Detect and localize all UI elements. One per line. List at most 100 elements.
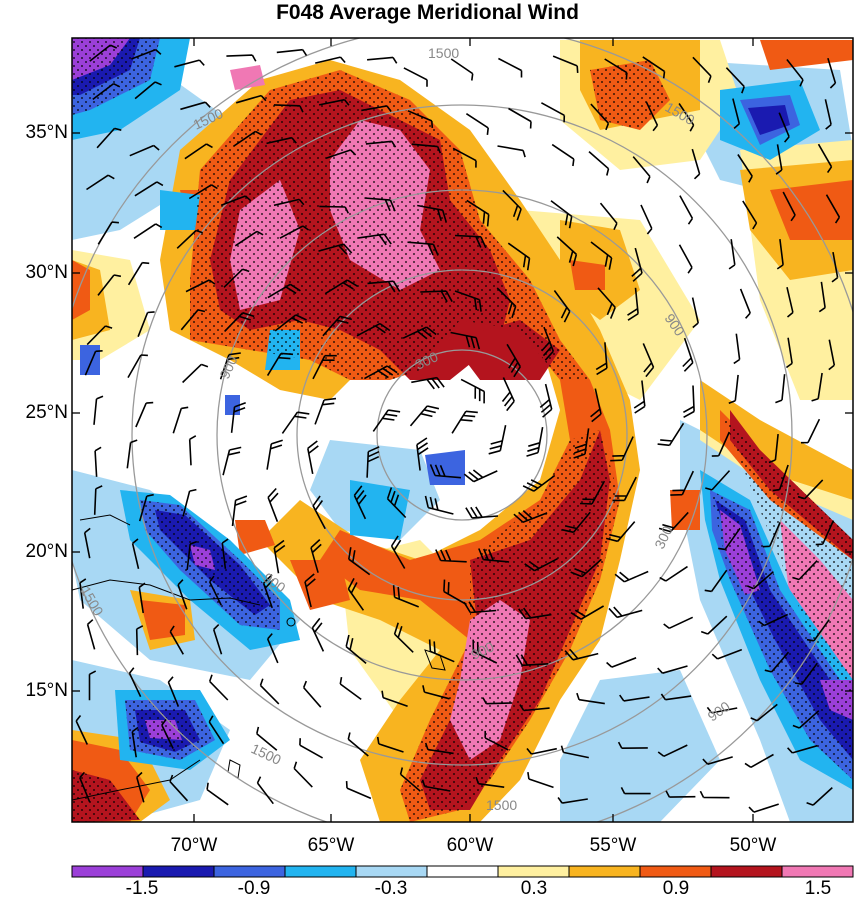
wind-barb bbox=[631, 247, 643, 282]
wind-barb bbox=[347, 732, 369, 757]
wind-barb bbox=[692, 56, 712, 83]
wind-barb bbox=[273, 539, 286, 574]
wind-barb bbox=[267, 283, 301, 299]
wind-barb bbox=[657, 665, 688, 674]
wind-barb bbox=[450, 58, 474, 81]
lon-label: 50°W bbox=[729, 835, 777, 856]
wind-barb bbox=[83, 527, 91, 559]
redorange-region bbox=[235, 520, 275, 555]
wind-barb bbox=[212, 624, 223, 655]
wind-barb bbox=[778, 112, 790, 143]
wind-barb bbox=[762, 522, 781, 548]
wind-barb bbox=[443, 579, 467, 606]
wind-barb bbox=[184, 143, 213, 160]
wind-barb bbox=[386, 487, 407, 519]
wind-barb bbox=[518, 607, 552, 620]
wind-barb bbox=[670, 470, 695, 496]
wind-barb bbox=[266, 439, 283, 470]
wind-barb bbox=[827, 57, 837, 89]
wind-barb bbox=[460, 378, 485, 404]
wind-barb bbox=[658, 511, 689, 533]
wind-barb bbox=[824, 99, 832, 130]
wind-barb bbox=[541, 102, 566, 123]
wind-barb bbox=[454, 234, 487, 249]
wind-barb bbox=[604, 58, 628, 80]
wind-barb bbox=[620, 787, 651, 795]
colorbar-label: -1.5 bbox=[125, 878, 159, 899]
wind-barb bbox=[392, 585, 419, 608]
wind-barb bbox=[737, 154, 753, 183]
wind-barb bbox=[403, 67, 428, 87]
wind-barb bbox=[315, 56, 346, 64]
coastline bbox=[79, 514, 131, 526]
wind-barb bbox=[131, 726, 139, 758]
wind-barb bbox=[75, 715, 89, 745]
wind-barb bbox=[262, 574, 275, 609]
wind-barb bbox=[831, 251, 839, 283]
colorbar-label: 0.9 bbox=[662, 878, 690, 899]
wind-barb bbox=[86, 325, 113, 346]
wind-barb bbox=[96, 127, 122, 149]
wind-barb bbox=[606, 657, 637, 668]
wind-barb bbox=[126, 439, 138, 469]
wind-barb bbox=[750, 703, 778, 722]
wind-barb bbox=[318, 98, 350, 106]
wind-barb bbox=[706, 706, 738, 714]
wind-barb bbox=[220, 195, 252, 206]
wind-barb bbox=[127, 354, 148, 378]
wind-barb bbox=[230, 401, 246, 433]
wind-barb bbox=[93, 485, 103, 515]
wind-barb bbox=[372, 409, 401, 432]
wind-barb bbox=[79, 771, 91, 803]
wind-barb bbox=[498, 57, 523, 78]
wind-barb bbox=[424, 495, 454, 515]
wind-barb bbox=[659, 565, 688, 582]
wind-barb bbox=[429, 464, 462, 479]
wind-barb bbox=[226, 54, 257, 62]
wind-barb bbox=[665, 790, 696, 798]
wind-barb bbox=[133, 223, 163, 239]
wind-barb bbox=[691, 148, 701, 180]
wind-barb bbox=[776, 239, 784, 270]
range-rings bbox=[72, 38, 853, 822]
wind-barb bbox=[472, 639, 498, 664]
wind-barb bbox=[772, 464, 789, 492]
wind-barb bbox=[86, 619, 96, 650]
cyan-region bbox=[160, 190, 200, 230]
wind-barb bbox=[169, 774, 189, 802]
wind-barb bbox=[573, 428, 590, 459]
wind-barb bbox=[417, 204, 447, 222]
wind-barb bbox=[488, 425, 507, 455]
wind-barb bbox=[345, 781, 372, 800]
wind-barb bbox=[79, 578, 87, 609]
wind-barb bbox=[742, 200, 758, 230]
wind-barb bbox=[515, 654, 549, 667]
colorbar-label: 1.5 bbox=[804, 878, 832, 899]
wind-barb bbox=[632, 156, 651, 184]
lat-label: 30°N bbox=[25, 262, 68, 283]
wind-barb bbox=[466, 199, 490, 227]
wind-barb bbox=[806, 787, 833, 806]
wind-barb bbox=[416, 437, 429, 471]
wind-barb bbox=[539, 383, 553, 418]
wind-barb bbox=[640, 204, 653, 235]
wind-barb bbox=[792, 710, 820, 729]
wind-barb bbox=[599, 202, 618, 231]
wind-barb bbox=[507, 242, 531, 271]
wind-barb bbox=[496, 287, 517, 319]
wind-barb bbox=[177, 579, 188, 610]
wind-barb bbox=[273, 198, 305, 207]
lat-label: 20°N bbox=[25, 541, 68, 562]
wind-barb bbox=[526, 426, 544, 457]
stipple-region bbox=[190, 70, 590, 380]
wind-barb bbox=[590, 388, 602, 423]
wind-barb bbox=[561, 511, 591, 534]
wind-barb bbox=[176, 229, 203, 249]
wind-barb bbox=[358, 233, 392, 246]
wind-barb bbox=[497, 145, 526, 158]
orange-region bbox=[700, 380, 853, 500]
wind-barb bbox=[501, 377, 515, 412]
wind-barb bbox=[137, 311, 155, 337]
range-ring bbox=[296, 269, 628, 601]
wind-barb bbox=[746, 571, 774, 590]
